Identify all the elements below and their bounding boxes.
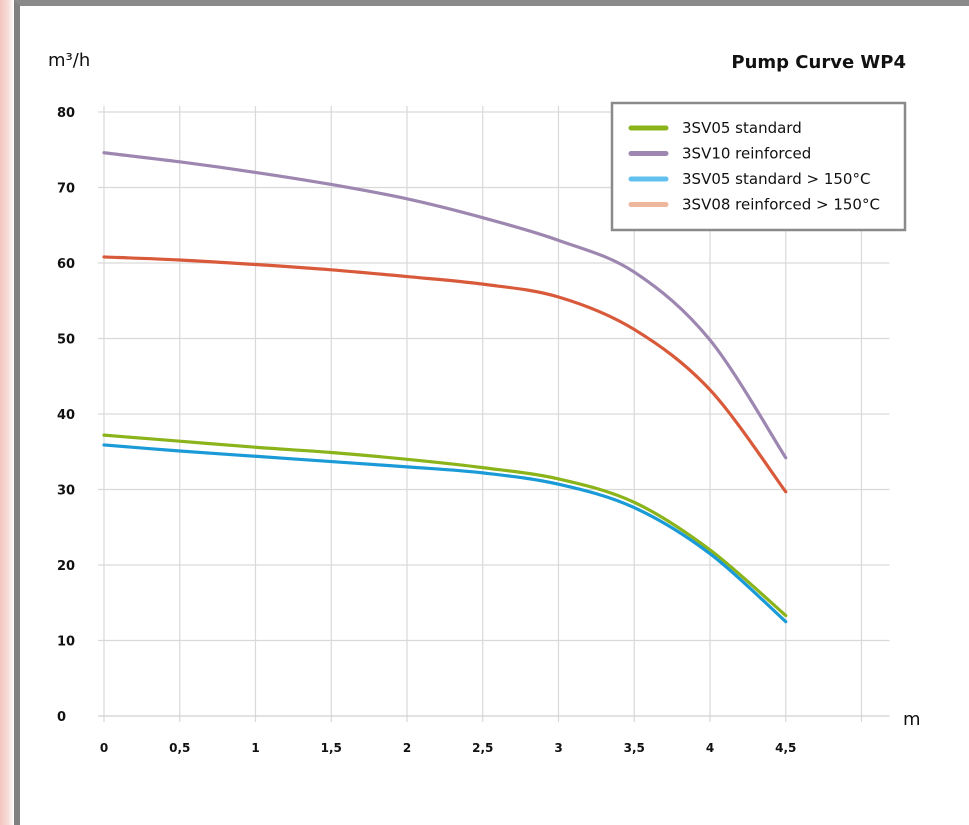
x-tick-label: 4: [706, 741, 714, 755]
x-tick-label: 0: [100, 741, 108, 755]
x-tick-labels: 0 0,5 1 1,5 2 2,5 3 3,5 4 4,5: [100, 741, 797, 755]
y-tick-label: 0: [57, 710, 66, 725]
chart-title: Pump Curve WP4: [731, 52, 906, 73]
x-tick-label: 2: [403, 741, 411, 755]
legend-label: 3SV10 reinforced: [682, 145, 811, 163]
y-tick-label: 80: [57, 106, 75, 121]
y-tick-label: 60: [57, 257, 75, 272]
y-tick-label: 40: [57, 408, 75, 423]
y-tick-labels: 0 10 20 30 40 50 60 70 80: [57, 106, 75, 725]
y-tick-label: 50: [57, 333, 75, 348]
legend-label: 3SV08 reinforced > 150°C: [682, 196, 880, 214]
legend-label: 3SV05 standard > 150°C: [682, 170, 870, 188]
x-tick-label: 2,5: [472, 741, 493, 755]
series-lines: [102, 151, 788, 624]
series-line: [102, 443, 788, 624]
x-tick-label: 3,5: [624, 741, 645, 755]
y-axis-label: m³/h: [48, 50, 90, 71]
left-decorative-strip: [0, 0, 14, 825]
x-tick-label: 4,5: [775, 741, 796, 755]
legend-label: 3SV05 standard: [682, 119, 802, 137]
series-line: [102, 151, 788, 460]
legend-box: [610, 101, 907, 232]
x-tick-label: 1: [251, 741, 259, 755]
legend: 3SV05 standard 3SV10 reinforced 3SV05 stan…: [610, 101, 907, 232]
y-tick-label: 10: [57, 635, 75, 650]
x-axis-label: m: [903, 709, 921, 730]
y-tick-label: 30: [57, 484, 75, 499]
y-tick-label: 20: [57, 559, 75, 574]
x-tick-label: 1,5: [321, 741, 342, 755]
x-tick-label: 0,5: [169, 741, 190, 755]
x-tick-label: 3: [554, 741, 562, 755]
y-tick-label: 70: [57, 182, 75, 197]
series-line: [102, 433, 788, 618]
series-line: [102, 255, 788, 494]
